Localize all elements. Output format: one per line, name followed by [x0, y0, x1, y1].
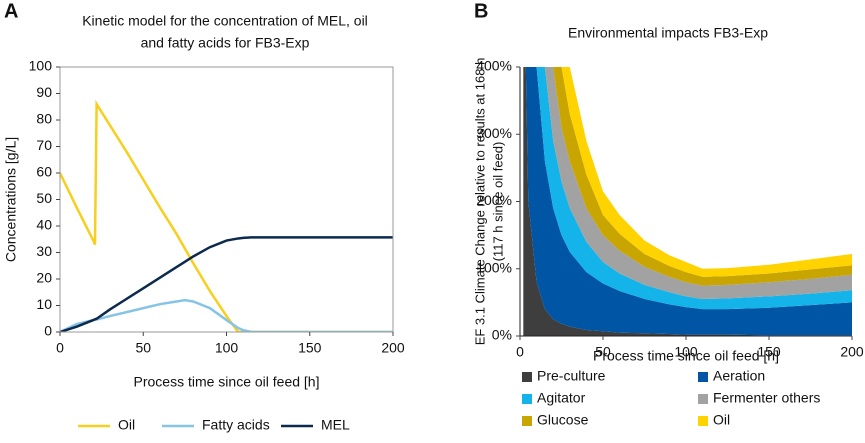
legend-label: Pre-culture: [537, 368, 606, 384]
y-tick-label: 80: [36, 111, 52, 127]
plot-frame: [59, 66, 394, 333]
y-tick-label: 200%: [476, 192, 512, 208]
x-tick-label: 0: [56, 340, 64, 356]
y-tick-label: 70: [36, 137, 52, 153]
y-tick-label: 400%: [476, 58, 512, 74]
legend-swatch: [698, 416, 708, 426]
y-tick-label: 60: [36, 164, 52, 180]
y-axis-label: (117 h since oil feed): [490, 142, 505, 262]
x-tick-label: 200: [381, 340, 405, 356]
y-tick-label: 50: [36, 190, 52, 206]
y-axis-label: EF 3.1 Climate Change relative to result…: [472, 58, 487, 346]
plot-area: [60, 99, 393, 332]
x-axis-label: Process time since oil feed [h]: [134, 374, 320, 390]
chart-title: Environmental impacts FB3-Exp: [568, 25, 768, 41]
legend-swatch: [698, 372, 708, 382]
y-tick-label: 90: [36, 84, 52, 100]
chart-title: Kinetic model for the concentration of M…: [82, 13, 368, 29]
panel-label: A: [4, 0, 18, 22]
y-tick-label: 100%: [476, 259, 512, 275]
legend-label: Fatty acids: [202, 417, 270, 433]
chart-title: and fatty acids for FB3-Exp: [141, 35, 310, 51]
x-tick-label: 150: [298, 340, 322, 356]
x-tick-label: 150: [757, 344, 781, 360]
x-tick-label: 100: [674, 344, 698, 360]
y-axis-label: Concentrations [g/L]: [3, 137, 19, 262]
x-tick-label: 50: [595, 344, 611, 360]
legend-label: Aeration: [713, 368, 765, 384]
area: [525, 67, 852, 336]
y-tick-label: 20: [36, 270, 52, 286]
legend-swatch: [698, 394, 708, 404]
legend-label: MEL: [321, 417, 350, 433]
legend-label: Oil: [713, 412, 730, 428]
x-axis-label: Process time since oil feed [h]: [593, 348, 779, 364]
x-tick-label: 0: [516, 344, 524, 360]
y-tick-label: 0%: [492, 327, 512, 343]
legend-label: Glucose: [537, 412, 589, 428]
legend-swatch: [522, 416, 532, 426]
line: [60, 99, 393, 332]
x-tick-label: 200: [840, 344, 864, 360]
y-tick-label: 40: [36, 217, 52, 233]
x-tick-label: 100: [215, 340, 239, 356]
panel-label: B: [474, 0, 488, 22]
y-tick-label: 30: [36, 243, 52, 259]
line: [60, 236, 393, 332]
plot-area: [523, 67, 852, 336]
y-tick-label: 100: [29, 58, 53, 74]
y-tick-label: 10: [36, 296, 52, 312]
legend-label: Oil: [118, 417, 135, 433]
y-tick-label: 300%: [476, 125, 512, 141]
x-tick-label: 50: [135, 340, 151, 356]
legend-swatch: [522, 372, 532, 382]
legend-swatch: [522, 394, 532, 404]
y-tick-label: 0: [44, 323, 52, 339]
legend-label: Fermenter others: [713, 390, 820, 406]
legend-label: Agitator: [537, 390, 586, 406]
